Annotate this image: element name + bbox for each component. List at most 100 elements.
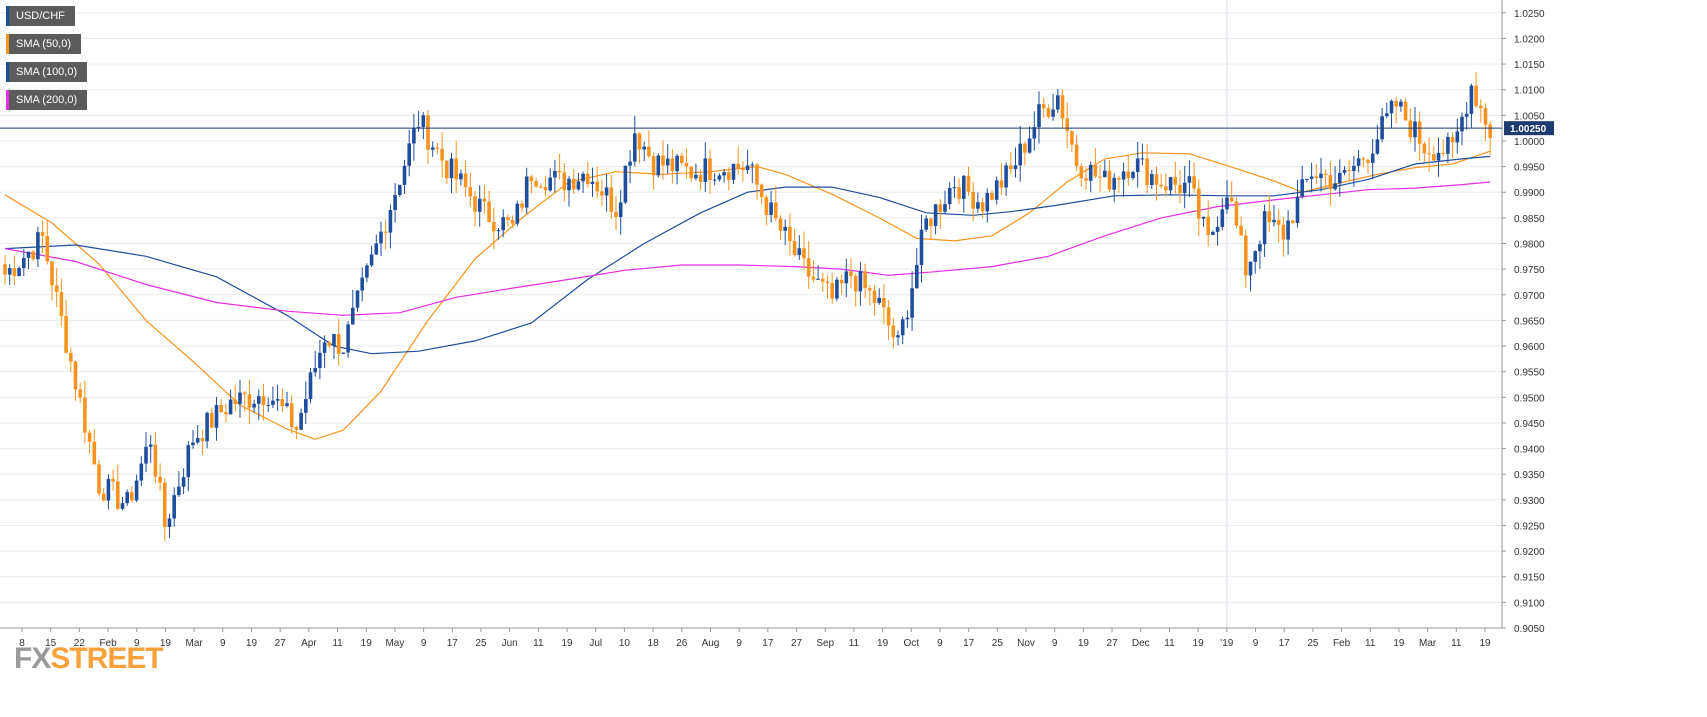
candle-body (1436, 152, 1441, 161)
candle-body (689, 166, 693, 179)
candle-body (623, 165, 628, 203)
x-tick-label: 9 (937, 638, 943, 649)
candle-body (374, 243, 379, 255)
candle-body (280, 399, 285, 406)
candle-body (985, 192, 990, 212)
candle-body (1408, 120, 1413, 138)
x-tick-label: Nov (1017, 638, 1035, 649)
y-tick-label: 0.9200 (1514, 547, 1545, 558)
legend-swatch (6, 34, 9, 54)
candle-body (482, 198, 487, 202)
candle-body (1248, 261, 1253, 276)
x-tick-label: 11 (849, 638, 860, 649)
candle-body (1234, 201, 1239, 226)
candle-body (764, 197, 769, 215)
candle-body (40, 232, 45, 236)
candle-body (492, 221, 496, 232)
x-tick-label: 19 (361, 638, 373, 649)
candle-body (900, 319, 905, 336)
candle-body (242, 392, 247, 395)
candle-body (971, 191, 975, 209)
fxstreet-logo: FXSTREET (14, 642, 164, 675)
candle-body (1361, 158, 1366, 160)
candle-body (101, 493, 106, 501)
candle-body (915, 264, 919, 289)
candle-body (1258, 244, 1262, 252)
candle-body (990, 192, 994, 200)
candle-body (36, 232, 40, 260)
legend-item-sma-200[interactable]: SMA (200,0) (6, 90, 88, 110)
candle-body (289, 403, 294, 428)
candle-body (609, 187, 614, 212)
candle-body (1323, 173, 1328, 175)
x-tick-label: 26 (676, 638, 688, 649)
candle-body (1366, 159, 1370, 163)
candle-body (477, 198, 482, 212)
candle-body (778, 218, 783, 231)
candle-body (78, 389, 82, 398)
x-tick-label: 25 (475, 638, 487, 649)
x-tick-label: 19 (877, 638, 889, 649)
candle-body (962, 175, 966, 199)
candle-body (1286, 220, 1290, 240)
candle-body (1272, 219, 1276, 223)
candle-body (529, 176, 534, 182)
candle-body (741, 168, 745, 171)
candle-body (1422, 143, 1427, 154)
candle-body (1413, 121, 1417, 138)
y-tick-label: 1.0000 (1514, 137, 1545, 148)
candle-body (1093, 164, 1098, 177)
candle-body (402, 165, 407, 185)
candle-body (130, 492, 134, 501)
y-tick-label: 0.9700 (1514, 291, 1545, 302)
candle-body (430, 147, 435, 150)
axes: 1.0250 1.0200 1.0150 1.0100 1.0050 1.0000 0.99… (0, 0, 1545, 649)
candle-body (407, 143, 411, 166)
candle-body (736, 163, 740, 169)
legend-swatch (6, 62, 9, 82)
candle-body (510, 219, 515, 224)
candle-body (1103, 170, 1107, 178)
legend-item-sma-100[interactable]: SMA (100,0) (6, 62, 88, 82)
candle-body (1065, 118, 1069, 131)
candle-body (618, 202, 623, 218)
candle-body (849, 271, 853, 276)
candle-body (571, 178, 576, 190)
y-tick-label: 0.9850 (1514, 214, 1545, 225)
candle-body (459, 173, 463, 180)
candle-body (238, 392, 242, 404)
candle-body (1098, 176, 1102, 178)
candle-body (633, 133, 637, 162)
candle-body (994, 180, 999, 200)
grid (0, 0, 1502, 629)
candle-body (22, 257, 26, 269)
y-tick-label: 0.9900 (1514, 188, 1545, 199)
candle-body (12, 268, 17, 277)
candle-body (266, 404, 270, 406)
candle-body (515, 203, 520, 224)
candle-body (252, 403, 256, 408)
candle-body (976, 202, 980, 209)
candle-body (45, 235, 50, 262)
x-tick-label: 8 (19, 638, 25, 649)
candle-body (745, 165, 750, 171)
candle-body (7, 268, 12, 275)
candle-body (952, 187, 957, 189)
legend-item-sma-50[interactable]: SMA (50,0) (6, 34, 82, 54)
candle-body (1140, 158, 1145, 160)
sma-line (4, 155, 1491, 355)
legend-item-usdchf[interactable]: USD/CHF (6, 6, 75, 26)
candle-body (87, 432, 92, 442)
candle-body (158, 476, 162, 483)
candle-body (421, 115, 426, 128)
x-tick-label: Jun (502, 638, 518, 649)
legend-label: SMA (100,0) (9, 62, 88, 82)
candle-body (896, 335, 900, 338)
candle-body (31, 251, 35, 260)
candle-body (200, 438, 205, 442)
candle-body (163, 482, 167, 528)
candle-body (153, 444, 158, 477)
candle-body (369, 254, 374, 266)
